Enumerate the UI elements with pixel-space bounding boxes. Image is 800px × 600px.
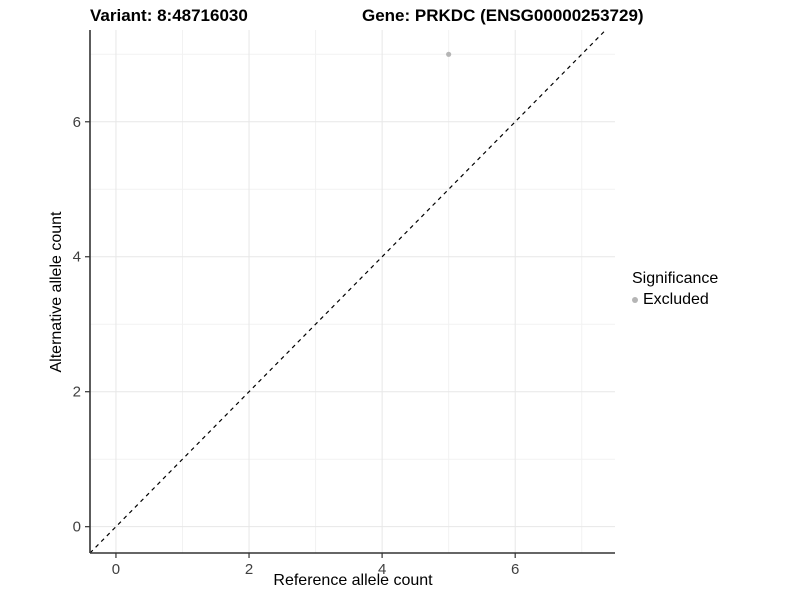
legend-item-excluded: Excluded xyxy=(632,291,718,309)
x-tick-label: 4 xyxy=(378,561,386,578)
y-tick-label: 6 xyxy=(73,114,81,131)
gene-title: Gene: PRKDC (ENSG00000253729) xyxy=(362,6,644,25)
x-axis-label: Reference allele count xyxy=(273,572,433,589)
data-point xyxy=(446,51,452,57)
legend-title: Significance xyxy=(632,270,719,287)
y-axis-label: Alternative allele count xyxy=(48,211,65,373)
variant-title: Variant: 8:48716030 xyxy=(90,6,248,25)
legend: Significance Excluded xyxy=(632,270,718,309)
legend-item-label: Excluded xyxy=(643,291,709,308)
identity-line xyxy=(89,29,607,554)
y-tick-label: 0 xyxy=(73,519,81,536)
x-tick-label: 2 xyxy=(245,561,253,578)
legend-marker-dot xyxy=(632,297,638,303)
x-tick-label: 6 xyxy=(511,561,519,578)
y-tick-label: 4 xyxy=(73,249,81,266)
x-tick-label: 0 xyxy=(112,561,120,578)
y-tick-label: 2 xyxy=(73,384,81,401)
